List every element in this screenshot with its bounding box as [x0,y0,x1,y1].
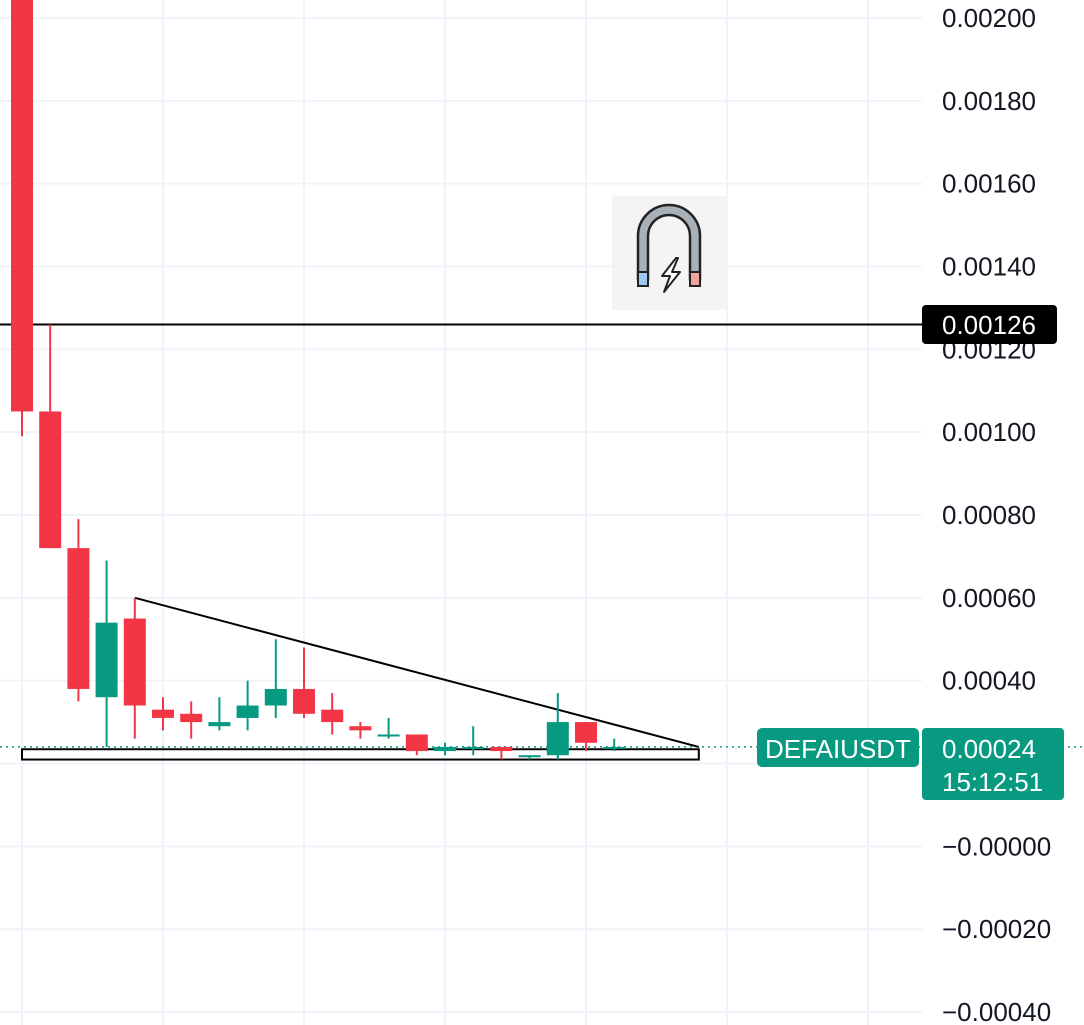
y-tick-label: 0.00080 [942,500,1036,530]
y-tick-label: 0.00100 [942,417,1036,447]
candle-body [349,726,372,731]
candle-body [123,618,146,706]
y-tick-label: 0.00060 [942,583,1036,613]
y-tick-label: −0.00040 [942,997,1051,1025]
candles [11,0,626,760]
candle-body [546,722,569,756]
candle-body [67,548,90,689]
y-tick-label: 0.00160 [942,169,1036,199]
candle-body [152,709,174,718]
candle [518,755,541,760]
candle [462,726,485,756]
y-tick-label: 0.00040 [942,666,1036,696]
candle [546,693,569,760]
candle [152,697,174,731]
candle [11,0,33,437]
chart-overlays [612,196,726,310]
candle [39,324,62,549]
chart-drawings [0,323,1084,761]
candle [123,597,146,739]
candle-body [293,688,315,714]
candle-body [11,0,33,412]
candle [349,722,372,739]
chart-grid [0,0,922,1025]
y-tick-label: −0.00000 [942,831,1051,861]
candle-body [518,755,541,758]
candle [208,697,231,731]
y-tick-label: 0.00180 [942,86,1036,116]
countdown-label: 15:12:51 [942,767,1043,797]
candle [490,746,513,760]
candle-body [39,411,62,549]
price-line-label: 0.00126 [942,310,1036,340]
candle-body [264,688,287,706]
candle [293,647,315,718]
candle [377,717,400,739]
y-tick-label: −0.00020 [942,914,1051,944]
y-tick-label: 0.00140 [942,252,1036,282]
price-axis: 0.002000.001800.001600.001400.001200.001… [942,3,1051,1025]
candle-body [462,746,485,749]
symbol-label: DEFAIUSDT [765,734,911,764]
candle [236,680,259,731]
descending-trendline [134,596,700,748]
magnet-icon[interactable] [612,196,726,310]
last-price-label: 0.00024 [942,734,1036,764]
last-price-badge: 0.00024 15:12:51 [922,728,1064,800]
price-labels: 0.00126 DEFAIUSDT 0.00024 15:12:51 [757,305,1064,800]
candle [95,560,118,747]
candle-body [377,734,400,737]
candle [603,738,626,752]
candle-body [236,705,259,718]
candle [180,701,203,739]
candle [434,742,456,756]
candle [321,693,344,735]
candle-body [434,746,456,752]
candle-body [180,713,203,723]
price-line-badge: 0.00126 [922,305,1057,344]
candle [67,519,90,702]
candle [575,722,597,752]
candle [405,734,428,756]
candle-body [490,746,513,752]
candle-body [95,622,118,698]
candle-body [321,709,344,723]
support-band [21,748,700,761]
symbol-badge[interactable]: DEFAIUSDT [757,728,919,767]
candle-body [575,722,597,743]
candle [264,639,287,718]
candle-body [405,734,428,752]
y-tick-label: 0.00200 [942,3,1036,33]
candle-body [208,722,231,727]
candle-body [603,746,626,749]
